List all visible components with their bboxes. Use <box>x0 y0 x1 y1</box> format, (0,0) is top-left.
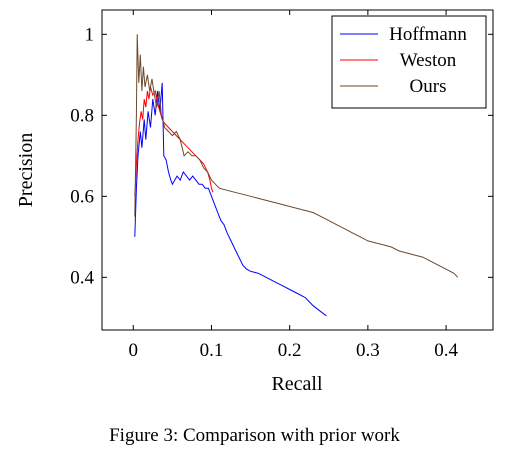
series-line-ours <box>134 34 459 278</box>
chart: 0 0.1 0.2 0.3 0.4 0.4 0.6 0.8 1 Recall Precision… <box>15 9 494 395</box>
legend-label-hoffmann: Hoffmann <box>389 24 467 45</box>
x-tick-label: 0.3 <box>356 340 380 361</box>
legend-label-weston: Weston <box>400 50 457 71</box>
y-tick-label: 0.6 <box>70 186 94 207</box>
legend: Hoffmann Weston Ours <box>331 15 487 109</box>
ticks: 0 0.1 0.2 0.3 0.4 0.4 0.6 0.8 1 <box>70 10 493 361</box>
y-axis-label: Precision <box>15 133 37 207</box>
y-tick-label: 0.4 <box>70 267 94 288</box>
x-tick-label: 0 <box>129 340 139 361</box>
y-tick-label: 0.8 <box>70 105 94 126</box>
x-tick-label: 0.2 <box>278 340 302 361</box>
legend-box <box>331 15 487 109</box>
x-axis-label: Recall <box>271 373 323 395</box>
plot-frame <box>101 9 494 331</box>
series-lines <box>134 34 459 317</box>
series-line-weston <box>134 86 214 197</box>
legend-label-ours: Ours <box>410 76 447 97</box>
x-tick-label: 0.1 <box>200 340 224 361</box>
x-tick-label: 0.4 <box>434 340 458 361</box>
series-line-hoffmann <box>134 82 327 317</box>
figure-caption: Figure 3: Comparison with prior work <box>109 425 400 446</box>
y-tick-label: 1 <box>85 24 95 45</box>
